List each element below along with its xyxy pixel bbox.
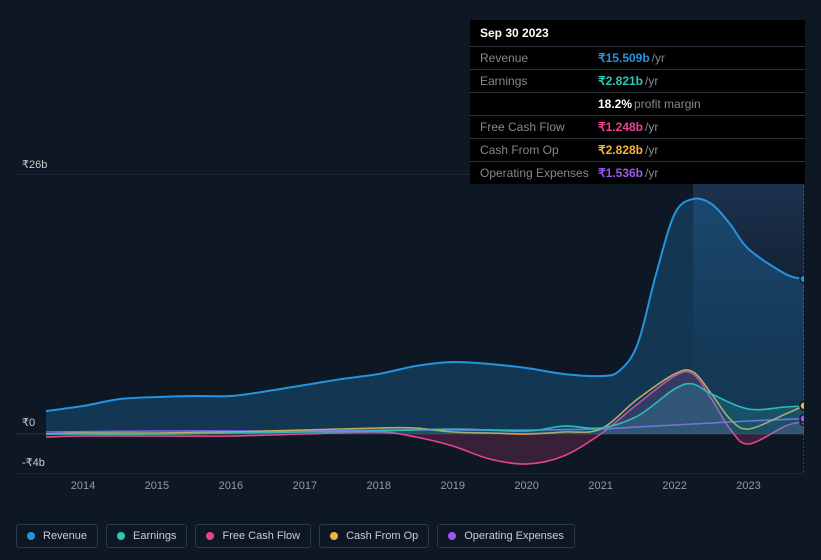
tooltip-row-value: ₹15.509b xyxy=(598,51,650,65)
x-axis-tick-label: 2014 xyxy=(71,480,95,492)
tooltip-row-label xyxy=(480,97,598,111)
legend-item-label: Revenue xyxy=(43,530,87,542)
x-axis-tick-label: 2016 xyxy=(219,480,243,492)
x-axis-tick-label: 2020 xyxy=(514,480,538,492)
tooltip-row: Operating Expenses₹1.536b /yr xyxy=(470,162,805,184)
tooltip-row-suffix: /yr xyxy=(652,51,665,65)
tooltip-row-label: Cash From Op xyxy=(480,143,598,157)
tooltip-row-suffix: /yr xyxy=(645,120,658,134)
x-axis-labels: 2014 2015 2016 2017 2018 2019 2020 2021 2022 2023 xyxy=(16,480,804,500)
tooltip-row-label: Revenue xyxy=(480,51,598,65)
x-axis-tick-label: 2018 xyxy=(367,480,391,492)
tooltip-row-value: ₹2.828b xyxy=(598,143,643,157)
legend-dot-icon xyxy=(27,532,35,540)
chart-plot xyxy=(16,174,804,474)
tooltip-row-value: ₹1.536b xyxy=(598,166,643,180)
legend-dot-icon xyxy=(206,532,214,540)
legend-item-label: Earnings xyxy=(133,530,176,542)
x-axis-tick-label: 2015 xyxy=(145,480,169,492)
tooltip-row: Revenue₹15.509b /yr xyxy=(470,47,805,70)
tooltip-row-suffix: /yr xyxy=(645,74,658,88)
legend-item[interactable]: Operating Expenses xyxy=(437,524,575,548)
tooltip-row: Free Cash Flow₹1.248b /yr xyxy=(470,116,805,139)
tooltip-date: Sep 30 2023 xyxy=(470,20,805,47)
tooltip-row: 18.2% profit margin xyxy=(470,93,805,116)
tooltip-row: Cash From Op₹2.828b /yr xyxy=(470,139,805,162)
tooltip-row-label: Free Cash Flow xyxy=(480,120,598,134)
legend-item-label: Cash From Op xyxy=(346,530,418,542)
financials-chart[interactable]: ₹26b ₹0 -₹4b 201420152016201720182019202… xyxy=(16,160,804,490)
tooltip-row-value: ₹2.821b xyxy=(598,74,643,88)
legend-item-label: Operating Expenses xyxy=(464,530,564,542)
legend-dot-icon xyxy=(117,532,125,540)
x-axis-tick-label: 2023 xyxy=(736,480,760,492)
x-axis-tick-label: 2021 xyxy=(588,480,612,492)
tooltip-row-label: Earnings xyxy=(480,74,598,88)
tooltip-row-label: Operating Expenses xyxy=(480,166,598,180)
tooltip-row: Earnings₹2.821b /yr xyxy=(470,70,805,93)
legend-dot-icon xyxy=(448,532,456,540)
y-axis-max: ₹26b xyxy=(22,158,47,171)
tooltip-row-suffix: /yr xyxy=(645,143,658,157)
x-axis-tick-label: 2019 xyxy=(440,480,464,492)
tooltip-row-suffix: profit margin xyxy=(634,97,701,111)
tooltip-row-value: 18.2% xyxy=(598,97,632,111)
tooltip-row-value: ₹1.248b xyxy=(598,120,643,134)
chart-tooltip: Sep 30 2023 Revenue₹15.509b /yrEarnings₹… xyxy=(470,20,805,184)
tooltip-row-suffix: /yr xyxy=(645,166,658,180)
legend-dot-icon xyxy=(330,532,338,540)
x-axis-tick-label: 2017 xyxy=(293,480,317,492)
legend-item[interactable]: Revenue xyxy=(16,524,98,548)
legend-item[interactable]: Free Cash Flow xyxy=(195,524,311,548)
chart-legend: Revenue Earnings Free Cash Flow Cash From O… xyxy=(16,524,575,548)
legend-item[interactable]: Earnings xyxy=(106,524,187,548)
legend-item[interactable]: Cash From Op xyxy=(319,524,429,548)
legend-item-label: Free Cash Flow xyxy=(222,530,300,542)
x-axis-tick-label: 2022 xyxy=(662,480,686,492)
